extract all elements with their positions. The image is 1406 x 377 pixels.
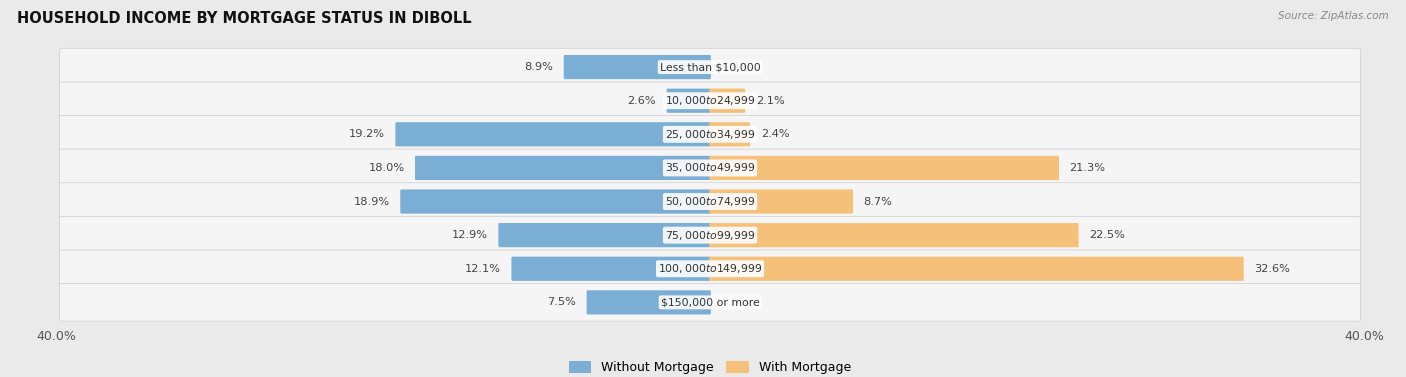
Text: Source: ZipAtlas.com: Source: ZipAtlas.com [1278,11,1389,21]
FancyBboxPatch shape [586,290,711,314]
FancyBboxPatch shape [59,284,1361,321]
Text: 18.0%: 18.0% [368,163,405,173]
FancyBboxPatch shape [59,149,1361,187]
Text: $25,000 to $34,999: $25,000 to $34,999 [665,128,755,141]
FancyBboxPatch shape [709,122,749,146]
FancyBboxPatch shape [59,250,1361,288]
FancyBboxPatch shape [59,48,1361,86]
Text: 32.6%: 32.6% [1254,264,1291,274]
FancyBboxPatch shape [498,223,711,247]
Text: $75,000 to $99,999: $75,000 to $99,999 [665,228,755,242]
Legend: Without Mortgage, With Mortgage: Without Mortgage, With Mortgage [564,356,856,377]
FancyBboxPatch shape [59,183,1361,221]
Text: 8.9%: 8.9% [524,62,553,72]
Text: $10,000 to $24,999: $10,000 to $24,999 [665,94,755,107]
Text: $50,000 to $74,999: $50,000 to $74,999 [665,195,755,208]
Text: 21.3%: 21.3% [1070,163,1105,173]
FancyBboxPatch shape [415,156,711,180]
FancyBboxPatch shape [666,89,711,113]
FancyBboxPatch shape [564,55,711,79]
FancyBboxPatch shape [709,223,1078,247]
FancyBboxPatch shape [59,216,1361,254]
Text: 12.9%: 12.9% [451,230,488,240]
Text: 18.9%: 18.9% [353,196,389,207]
FancyBboxPatch shape [512,257,711,281]
FancyBboxPatch shape [59,115,1361,153]
Text: 2.6%: 2.6% [627,96,657,106]
Text: 2.1%: 2.1% [756,96,785,106]
Text: 0.0%: 0.0% [721,62,751,72]
Text: 19.2%: 19.2% [349,129,385,139]
FancyBboxPatch shape [59,82,1361,120]
Text: 2.4%: 2.4% [761,129,789,139]
Text: $150,000 or more: $150,000 or more [661,297,759,307]
Text: 22.5%: 22.5% [1090,230,1125,240]
Text: 12.1%: 12.1% [465,264,501,274]
FancyBboxPatch shape [709,189,853,214]
Text: 7.5%: 7.5% [547,297,576,307]
Text: $35,000 to $49,999: $35,000 to $49,999 [665,161,755,175]
Text: $100,000 to $149,999: $100,000 to $149,999 [658,262,762,275]
Text: 8.7%: 8.7% [863,196,893,207]
Text: HOUSEHOLD INCOME BY MORTGAGE STATUS IN DIBOLL: HOUSEHOLD INCOME BY MORTGAGE STATUS IN D… [17,11,471,26]
FancyBboxPatch shape [401,189,711,214]
FancyBboxPatch shape [395,122,711,146]
Text: 0.0%: 0.0% [721,297,751,307]
FancyBboxPatch shape [709,89,745,113]
Text: Less than $10,000: Less than $10,000 [659,62,761,72]
FancyBboxPatch shape [709,156,1059,180]
FancyBboxPatch shape [709,257,1244,281]
